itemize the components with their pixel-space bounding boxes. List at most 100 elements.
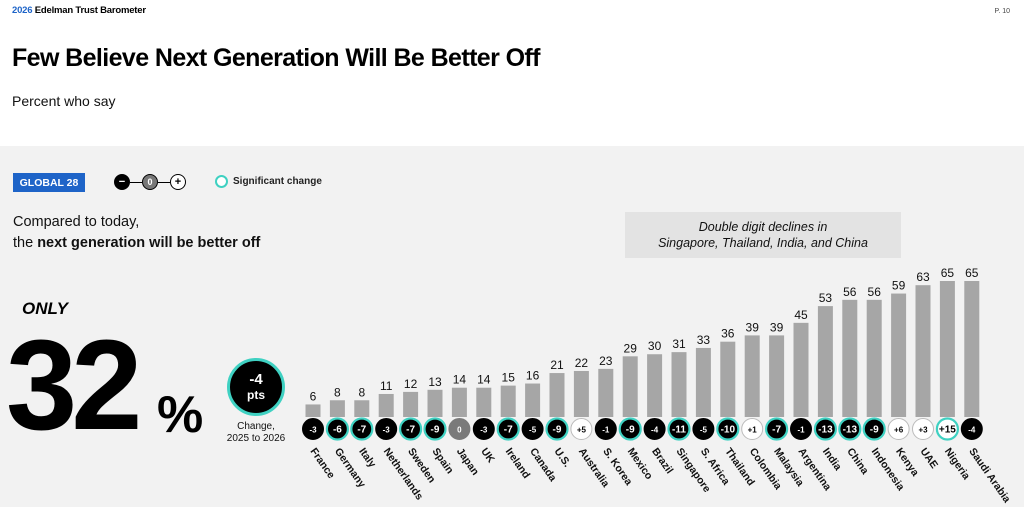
brand-year: 2026 [12,5,33,16]
change-circle-26 [935,417,960,441]
question-text: Compared to today, the next generation w… [13,212,260,254]
change-circle-23 [862,417,886,441]
change-circle-19 [764,417,789,441]
bar-value-label-11: 22 [575,356,589,370]
bar-value-label-2: 8 [358,385,365,399]
change-label-4: -7 [406,424,415,435]
significant-ring-icon [215,175,228,188]
only-label: ONLY [22,299,68,318]
bar-12 [598,368,614,417]
bar-6 [451,387,467,417]
change-circle-20 [790,418,812,440]
category-label-6: Japan [454,446,481,478]
change-circle-0 [302,418,324,440]
change-circle-7 [472,418,495,440]
bar-11 [573,370,589,417]
brand-logo: 2026 Edelman Trust Barometer [12,5,146,16]
change-label-15: -11 [672,424,686,435]
bar-value-label-10: 21 [550,358,564,372]
change-label-24: +6 [894,425,904,434]
change-circle-17 [716,417,740,441]
change-label-13: -9 [626,424,635,435]
bar-4 [403,391,419,417]
category-label-7: UK [478,446,497,466]
bar-3 [378,393,394,417]
bar-8 [500,385,516,417]
zero-icon: 0 [142,174,158,190]
bar-value-label-7: 14 [477,373,491,387]
change-label-16: -5 [700,425,708,434]
global-change-unit: pts [247,388,265,402]
change-circle-11 [570,418,593,440]
category-label-21: India [820,446,844,473]
bar-value-label-14: 30 [648,339,662,353]
change-label-23: -9 [870,424,879,435]
change-label-5: -9 [431,424,440,435]
bar-14 [647,354,663,417]
change-circle-18 [741,418,764,440]
bar-value-label-4: 12 [404,377,418,391]
change-label-18: +1 [748,425,758,434]
bar-value-label-25: 63 [916,270,930,284]
change-label-6: 0 [457,425,462,434]
bar-value-label-13: 29 [624,341,638,355]
change-caption: Change, 2025 to 2026 [214,421,298,445]
question-line-1: Compared to today, [13,214,140,230]
headline-percent-sign: % [157,386,204,444]
bar-20 [793,322,809,417]
header-area: 2026 Edelman Trust Barometer P. 10 Few B… [0,0,1024,146]
callout-box: Double digit declines in Singapore, Thai… [625,212,901,258]
change-label-19: -7 [772,424,781,435]
callout-line-2: Singapore, Thailand, India, and China [658,236,868,250]
bar-value-label-9: 16 [526,369,540,383]
scale-line-left [130,181,142,183]
bar-value-label-12: 23 [599,354,613,368]
change-label-1: -6 [333,424,342,435]
bar-25 [915,285,931,417]
change-circle-27 [960,418,983,440]
change-scale-legend: − 0 + [114,174,186,190]
bar-value-label-0: 6 [310,389,317,403]
scale-line-right [158,181,170,183]
category-label-22: China [844,446,871,477]
bar-value-label-20: 45 [794,308,808,322]
change-circle-2 [350,417,374,441]
question-emphasis: next generation will be better off [37,235,261,251]
change-label-2: -7 [357,424,366,435]
global-change-value: -4 [249,371,263,388]
category-label-25: UAE [918,446,941,471]
change-label-10: -9 [553,424,562,435]
bar-1 [329,400,345,417]
bar-value-label-19: 39 [770,320,784,334]
change-label-26: +15 [939,424,956,435]
bar-value-label-26: 65 [941,266,955,280]
change-label-7: -3 [480,425,488,434]
change-label-12: -1 [602,425,610,434]
minus-icon: − [114,174,130,190]
change-label-8: -7 [504,424,513,435]
bar-10 [549,373,565,417]
callout-line-1: Double digit declines in [698,220,828,234]
bar-value-label-21: 53 [819,291,833,305]
bar-value-label-17: 36 [721,327,735,341]
change-circle-13 [618,417,642,441]
question-prefix: the [13,235,38,251]
bar-value-label-23: 56 [868,285,882,299]
page-number: P. 10 [994,8,1010,15]
bar-19 [769,335,785,417]
category-label-27: Saudi Arabia [966,446,1013,505]
bar-21 [817,306,833,417]
bar-15 [671,352,687,417]
bar-value-label-8: 15 [502,371,516,385]
change-circle-5 [423,417,447,441]
change-circle-6 [448,418,471,440]
bar-9 [525,383,541,417]
significant-change-legend: Significant change [215,175,322,188]
page-title: Few Believe Next Generation Will Be Bett… [12,44,540,72]
change-circle-14 [643,418,666,440]
change-circle-3 [375,418,398,440]
bar-value-label-22: 56 [843,285,857,299]
bar-23 [866,299,882,417]
bar-value-label-5: 13 [428,375,442,389]
